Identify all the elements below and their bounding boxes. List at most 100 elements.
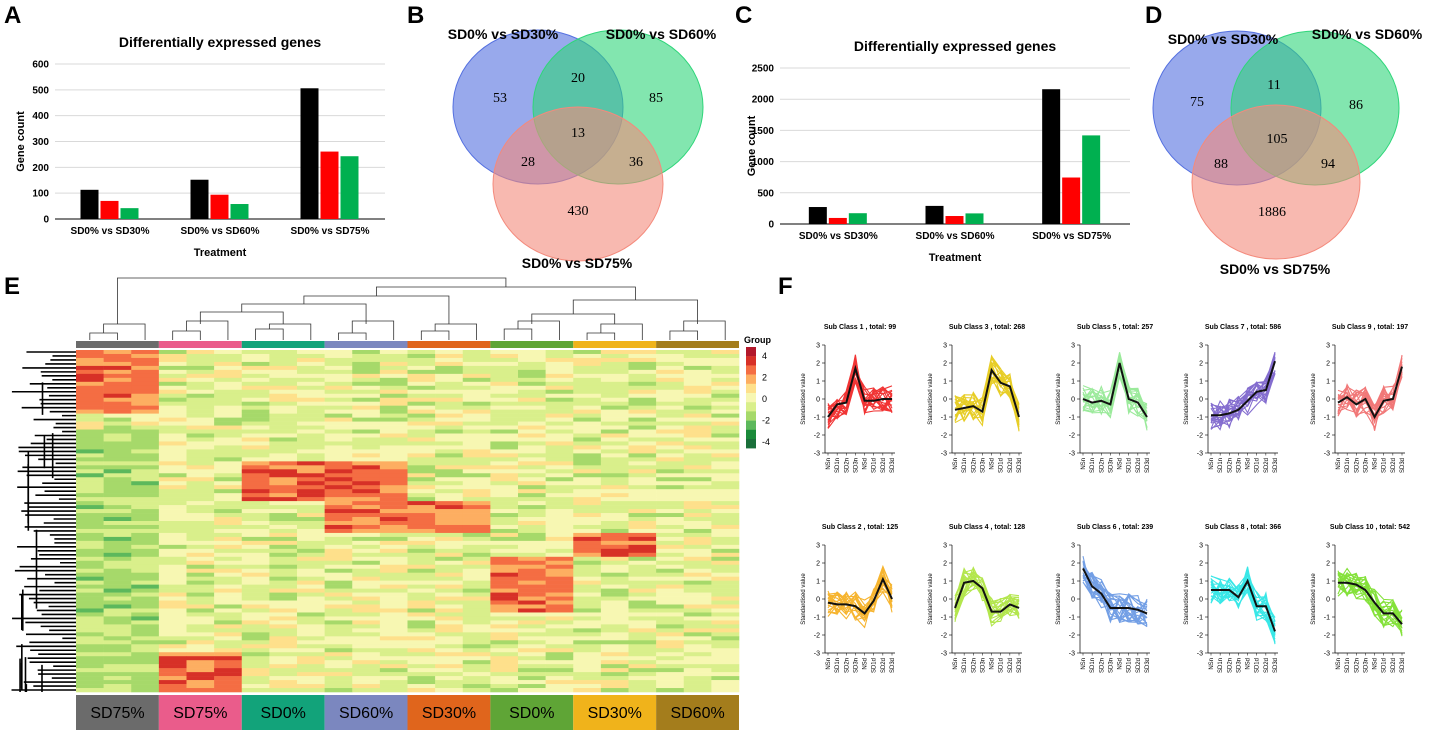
chart-title: Differentially expressed genes: [854, 38, 1057, 54]
heatmap-cell: [600, 429, 629, 434]
heatmap-cell: [435, 385, 464, 391]
heatmap-cell: [711, 389, 740, 395]
heatmap-cell: [407, 576, 436, 581]
heatmap-cell: [297, 576, 325, 581]
bar-up: [100, 200, 119, 219]
x-tick-label: SD2d: [881, 658, 887, 673]
heatmap-cell: [241, 540, 270, 546]
heatmap-cell: [711, 592, 740, 597]
heatmap-cell: [158, 528, 187, 534]
heatmap-cell: [683, 405, 712, 410]
heatmap-cell: [518, 600, 546, 605]
heatmap-cell: [324, 461, 353, 466]
heatmap-cell: [518, 465, 546, 470]
heatmap-cell: [103, 596, 132, 601]
heatmap-cell: [628, 373, 657, 379]
heatmap-cell: [407, 596, 436, 601]
heatmap-cell: [379, 584, 408, 589]
heatmap-cell: [518, 548, 546, 554]
heatmap-cell: [683, 433, 712, 438]
heatmap-cell: [269, 497, 298, 502]
heatmap-cell: [186, 357, 215, 363]
heatmap-cell: [545, 433, 574, 438]
heatmap-cell: [545, 385, 574, 391]
heatmap-cell: [462, 596, 491, 601]
y-tick-label: -3: [814, 451, 820, 458]
y-tick-label: 0: [816, 597, 820, 604]
heatmap-cell: [711, 429, 740, 434]
heatmap-cell: [490, 381, 519, 387]
heatmap-cell: [76, 445, 104, 450]
heatmap-cell: [600, 532, 629, 538]
heatmap-cell: [462, 469, 491, 474]
y-tick-label: 2: [1199, 561, 1203, 568]
heatmap-cell: [600, 528, 629, 534]
heatmap-cell: [518, 544, 546, 550]
heatmap-cell: [628, 493, 657, 498]
heatmap-cell: [103, 524, 132, 530]
heatmap-cell: [379, 521, 408, 526]
heatmap-cell: [269, 401, 298, 406]
heatmap-cell: [573, 505, 602, 510]
heatmap-cell: [269, 405, 298, 410]
heatmap-cell: [186, 429, 215, 434]
heatmap-cell: [462, 405, 491, 410]
heatmap-cell: [711, 624, 740, 629]
heatmap-cell: [76, 497, 104, 502]
heatmap-cell: [103, 576, 132, 581]
heatmap-cell: [269, 688, 298, 693]
heatmap-cell: [103, 560, 132, 566]
heatmap-cell: [76, 477, 104, 482]
heatmap-cell: [324, 353, 353, 359]
heatmap-cell: [76, 449, 104, 454]
heatmap-cell: [214, 421, 243, 426]
heatmap-cell: [435, 497, 464, 502]
heatmap-cell: [600, 485, 629, 490]
heatmap-cell: [656, 628, 685, 633]
y-tick-label: 0: [943, 597, 947, 604]
heatmap-cell: [518, 393, 546, 399]
heatmap-cell: [214, 361, 243, 367]
heatmap-cell: [297, 401, 325, 406]
heatmap-cell: [103, 373, 132, 379]
heatmap-cell: [214, 381, 243, 387]
heatmap-cell: [545, 457, 574, 462]
heatmap-cell: [186, 365, 215, 371]
heatmap-cell: [435, 353, 464, 359]
heatmap-cell: [379, 417, 408, 422]
heatmap-cell: [214, 397, 243, 402]
heatmap-cell: [407, 377, 436, 383]
heatmap-cell: [269, 373, 298, 379]
heatmap-cell: [214, 513, 243, 518]
heatmap-cell: [545, 373, 574, 379]
heatmap-cell: [656, 688, 685, 693]
heatmap-cell: [407, 540, 436, 546]
heatmap-cell: [214, 676, 243, 681]
heatmap-cell: [573, 636, 602, 641]
heatmap-cell: [628, 461, 657, 466]
heatmap-cell: [158, 576, 187, 581]
heatmap-cell: [518, 477, 546, 482]
heatmap-cell: [435, 473, 464, 478]
heatmap-cell: [76, 680, 104, 685]
heatmap-cell: [683, 397, 712, 402]
heatmap-cell: [573, 501, 602, 506]
x-tick-label: SD1d: [872, 458, 878, 473]
heatmap-cell: [214, 437, 243, 442]
heatmap-cell: [186, 652, 215, 657]
heatmap-cell: [158, 684, 187, 689]
heatmap-cell: [352, 568, 381, 573]
heatmap-cell: [158, 505, 187, 510]
heatmap-cell: [103, 350, 132, 355]
heatmap-cell: [324, 377, 353, 383]
heatmap-cell: [379, 397, 408, 402]
heatmap-cell: [131, 640, 160, 645]
venn-set-3: [1191, 104, 1361, 260]
heatmap-cell: [241, 501, 270, 506]
heatmap-cell: [297, 616, 325, 621]
heatmap-cell: [379, 453, 408, 458]
heatmap-cell: [600, 493, 629, 498]
heatmap-cell: [435, 505, 464, 510]
venn-set-label-3: SD0% vs SD75%: [1220, 261, 1331, 277]
heatmap-cell: [103, 672, 132, 677]
